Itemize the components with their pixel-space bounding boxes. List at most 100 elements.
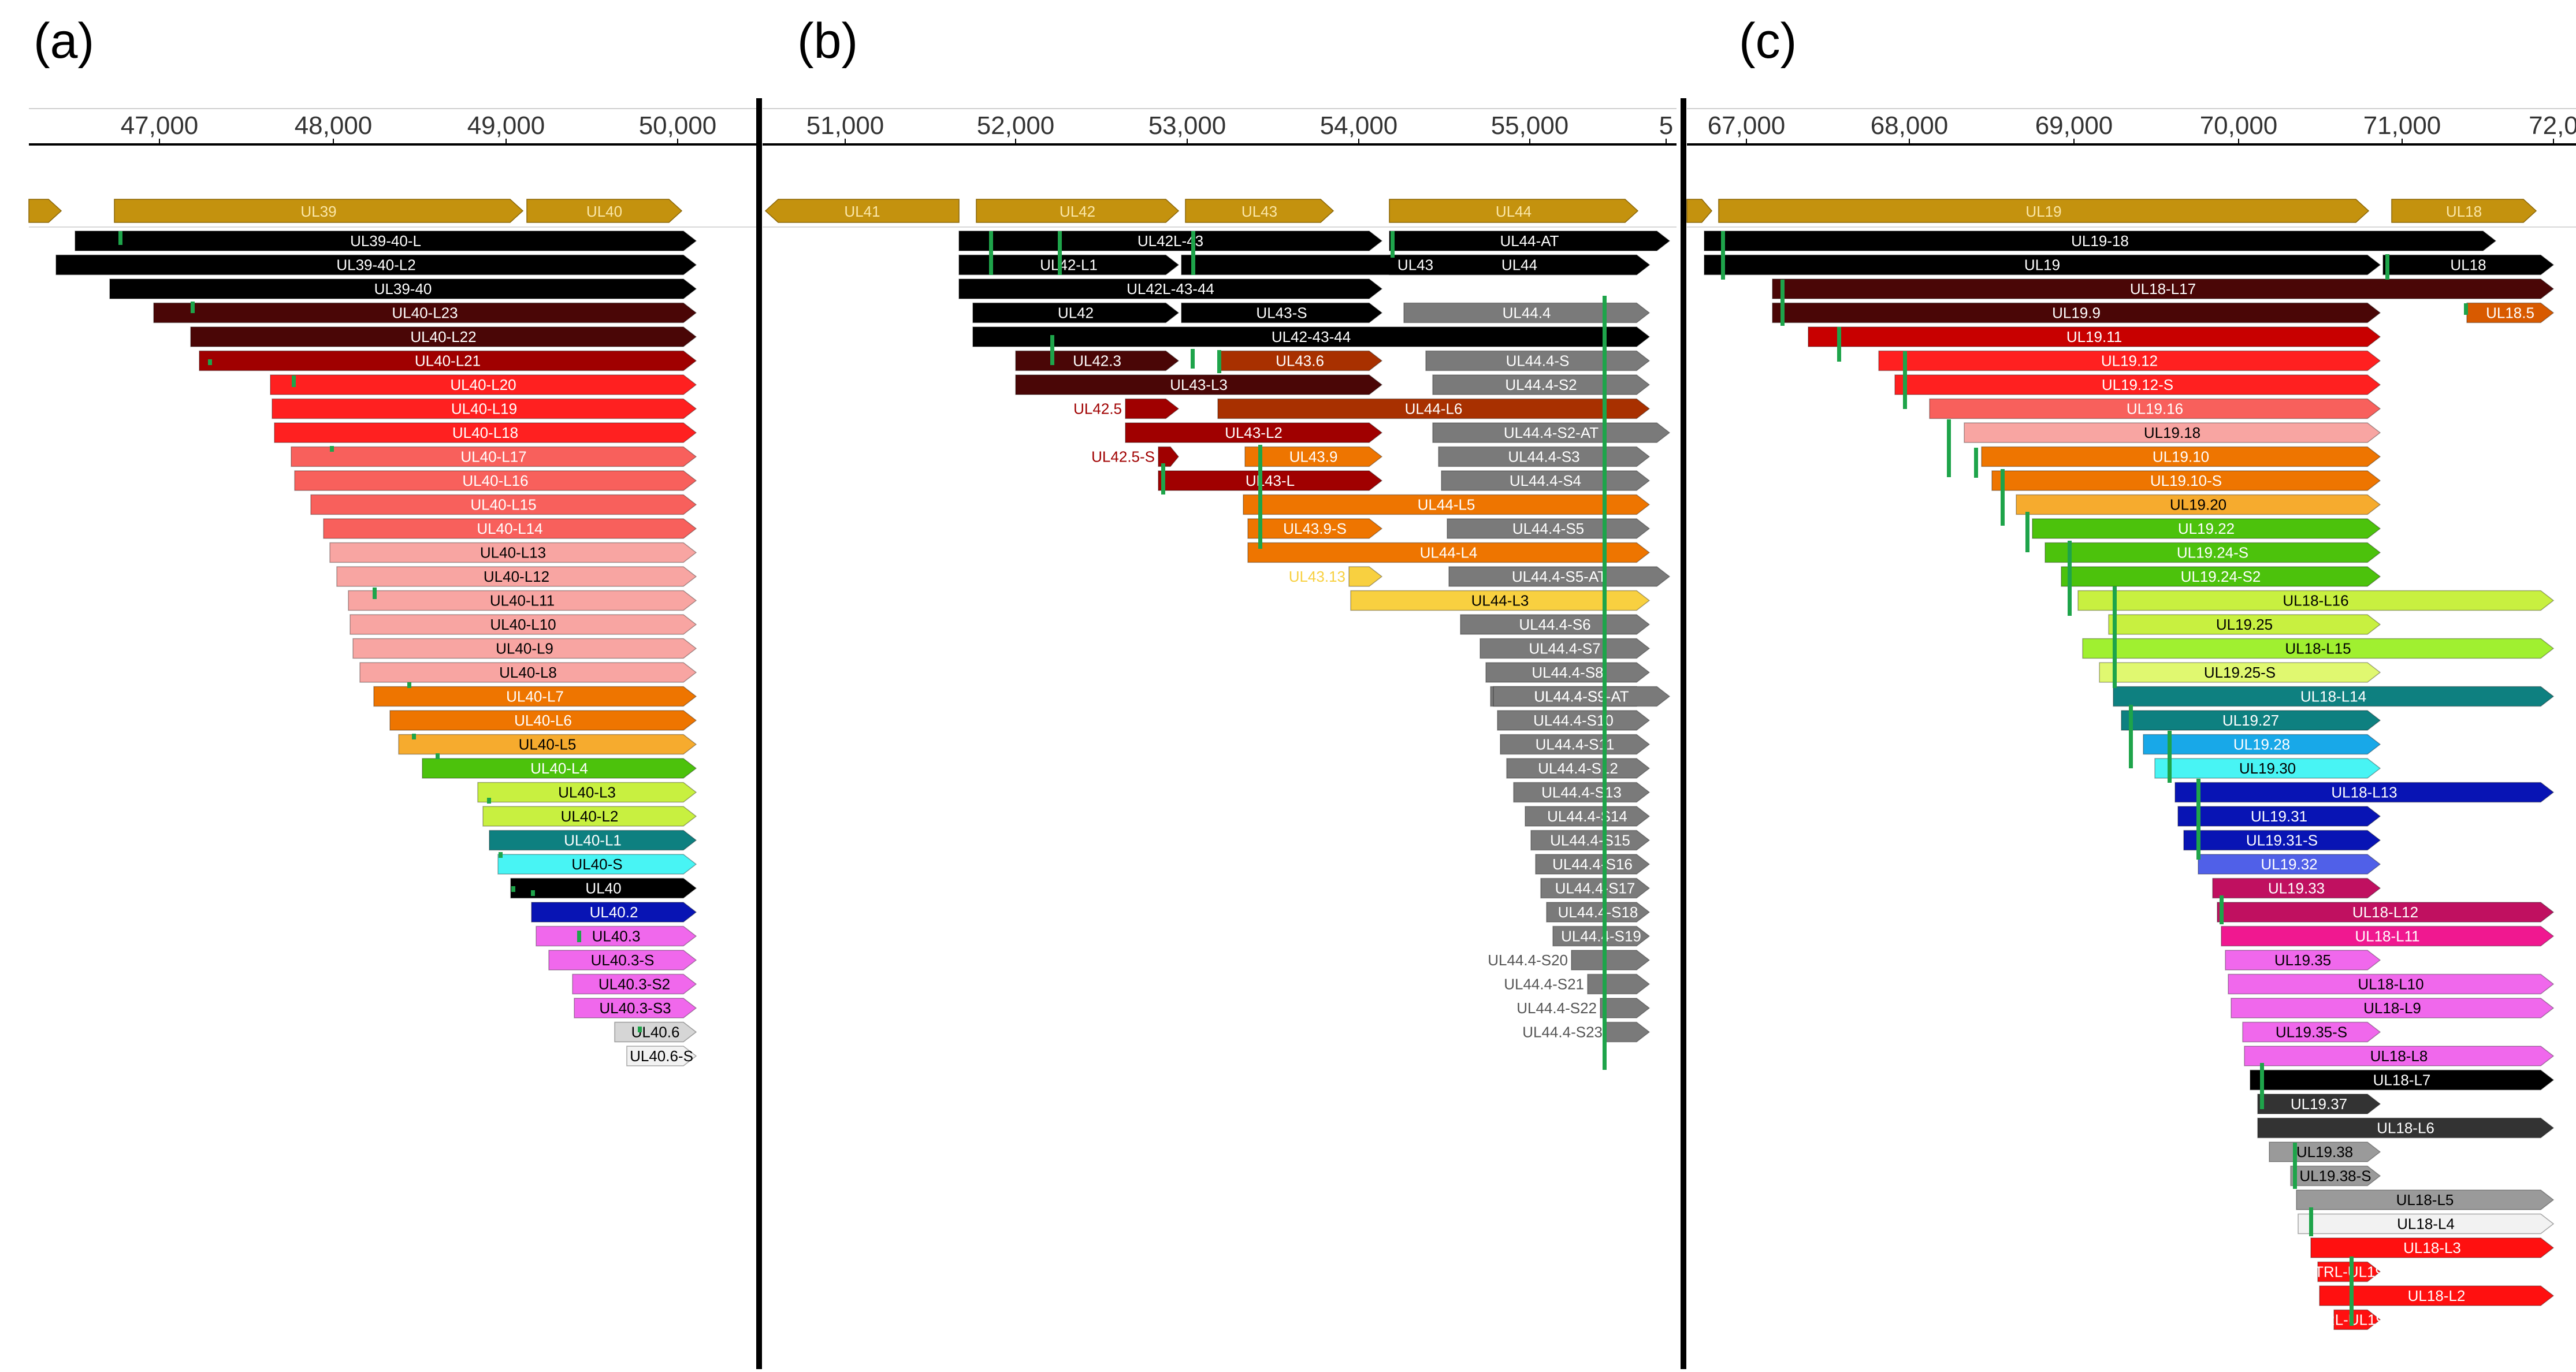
transcript-bar: [497, 854, 697, 875]
transcript-label: UL19.25-S: [2204, 664, 2276, 681]
transcript-label: UL19.22: [2178, 520, 2235, 537]
transcript-bar: [1244, 446, 1383, 467]
transcript-bar: [1125, 422, 1383, 443]
transcript-bar: [1158, 446, 1179, 467]
transcript-label: UL19.37: [2291, 1095, 2347, 1113]
transcript-label: UL40-L21: [415, 352, 481, 370]
transcript-bar: [1964, 422, 2381, 443]
transcript-bar: [2333, 1309, 2381, 1330]
transcript-bar: [2242, 1021, 2381, 1043]
transcript-label: UL44.4-S15: [1550, 832, 1630, 849]
transcript-label: UL19.16: [2127, 400, 2183, 418]
panel-b-label: (b): [797, 13, 858, 69]
transcript-label: UL18-L6: [2377, 1120, 2434, 1137]
transcript-bar: [2154, 758, 2381, 779]
transcript-bar: [2113, 686, 2555, 707]
transcript-bar: [489, 830, 697, 851]
transcript-bar: [422, 758, 697, 779]
transcript-label: UL40-L10: [490, 616, 556, 633]
transcript-bar: [2231, 998, 2555, 1018]
transcript-bar: [2296, 1189, 2555, 1210]
transcript-label: UL19.11: [2066, 328, 2122, 345]
transcript-label: UL40-L12: [484, 568, 549, 585]
transcript-bar: [2310, 1237, 2555, 1258]
transcript-bar: [1217, 398, 1651, 419]
transcript-bar: [1878, 350, 2381, 371]
tss-marker: [330, 446, 334, 452]
transcript-label: UL18-L9: [2363, 999, 2421, 1017]
transcript-bar: [1425, 350, 1651, 371]
transcript-label: UL44-L6: [1405, 400, 1463, 418]
tss-marker: [2293, 1143, 2297, 1189]
transcript-bar: [536, 925, 697, 947]
transcript-label: UL44-L5: [1418, 496, 1475, 514]
transcript-label: UL44.4-S5: [1512, 520, 1584, 537]
transcript-label: UL19.27: [2222, 712, 2279, 729]
gene-label: UL40: [586, 203, 622, 220]
transcript-label: UL44.4-S5-AT: [1512, 568, 1607, 585]
transcript-bar: [1587, 973, 1651, 995]
transcript-bar: [958, 254, 1180, 276]
transcript-bar: [1247, 518, 1383, 539]
transcript-label: UL40-L14: [477, 520, 542, 537]
transcript-label: UL44-AT: [1500, 232, 1559, 250]
transcript-label: UL19-18: [2071, 232, 2129, 250]
tss-marker: [1721, 231, 1725, 280]
transcript-label: UL44.4-S14: [1547, 808, 1627, 825]
transcript-label: UL44.4-S16: [1552, 856, 1633, 873]
transcript-bar: [2174, 782, 2555, 803]
gene-label: UL39: [300, 203, 336, 220]
transcript-label: UL44.4-S3: [1508, 448, 1579, 466]
transcript-bar: [1389, 254, 1651, 276]
transcript-bar: [1403, 302, 1651, 324]
transcript-label: UL19.33: [2268, 880, 2325, 897]
transcript-label: UL44.4-S17: [1555, 880, 1635, 897]
transcript-bar: [2143, 734, 2381, 755]
transcript-label: UL43.9-S: [1283, 520, 1347, 537]
transcript-bar: [398, 734, 697, 755]
transcript-bar: [1605, 1021, 1651, 1043]
transcript-label: UL18-L17: [2130, 280, 2196, 298]
transcript-label: UL18-L14: [2300, 688, 2366, 705]
transcript-label: UL40-L1: [564, 832, 622, 849]
transcript-bar: [272, 398, 697, 419]
transcript-label: TRL-UL19: [2314, 1263, 2384, 1281]
gene-arrow: [764, 199, 960, 223]
axis-tick-label: 52,000: [977, 111, 1055, 140]
transcript-label: UL43: [1397, 256, 1433, 274]
transcript-bar: [389, 710, 697, 731]
tss-marker: [1258, 445, 1262, 549]
axis-tick-label: 50,000: [639, 111, 717, 140]
tss-marker: [1058, 231, 1062, 275]
transcript-bar: [2466, 302, 2555, 324]
tss-marker: [499, 852, 503, 858]
axis-tick-label: 53,000: [1148, 111, 1226, 140]
transcript-bar: [531, 902, 697, 923]
transcript-bar: [1704, 230, 2497, 251]
transcript-bar: [2099, 662, 2381, 683]
transcript-label: UL19.12-S: [2102, 376, 2173, 393]
transcript-label: UL40.6-S: [630, 1047, 693, 1065]
gene-arrow: [526, 199, 683, 223]
transcript-bar: [1546, 902, 1651, 923]
transcript-bar: [1571, 950, 1651, 971]
transcript-bar: [1808, 326, 2381, 347]
panel-divider: [756, 98, 762, 1369]
transcript-label: UL40-L23: [392, 304, 458, 322]
transcript-label: UL40.3: [592, 928, 641, 945]
transcript-label: UL18-L3: [2403, 1239, 2461, 1256]
transcript-bar: [190, 326, 697, 347]
panel-a-label: (a): [34, 13, 94, 69]
transcript-label: UL40-L7: [506, 688, 564, 705]
tss-marker: [1837, 327, 1841, 362]
transcript-label: UL40-L11: [490, 592, 555, 609]
transcript-label: UL18-L2: [2408, 1287, 2466, 1304]
transcript-bar: [310, 494, 697, 515]
transcript-bar: [75, 230, 697, 251]
transcript-label: UL19.30: [2239, 760, 2296, 777]
axis-tick-label: 48,000: [295, 111, 373, 140]
transcript-bar: [323, 518, 697, 539]
transcript-bar: [1243, 494, 1651, 515]
axis-tick-label: 72,0: [2529, 111, 2576, 140]
